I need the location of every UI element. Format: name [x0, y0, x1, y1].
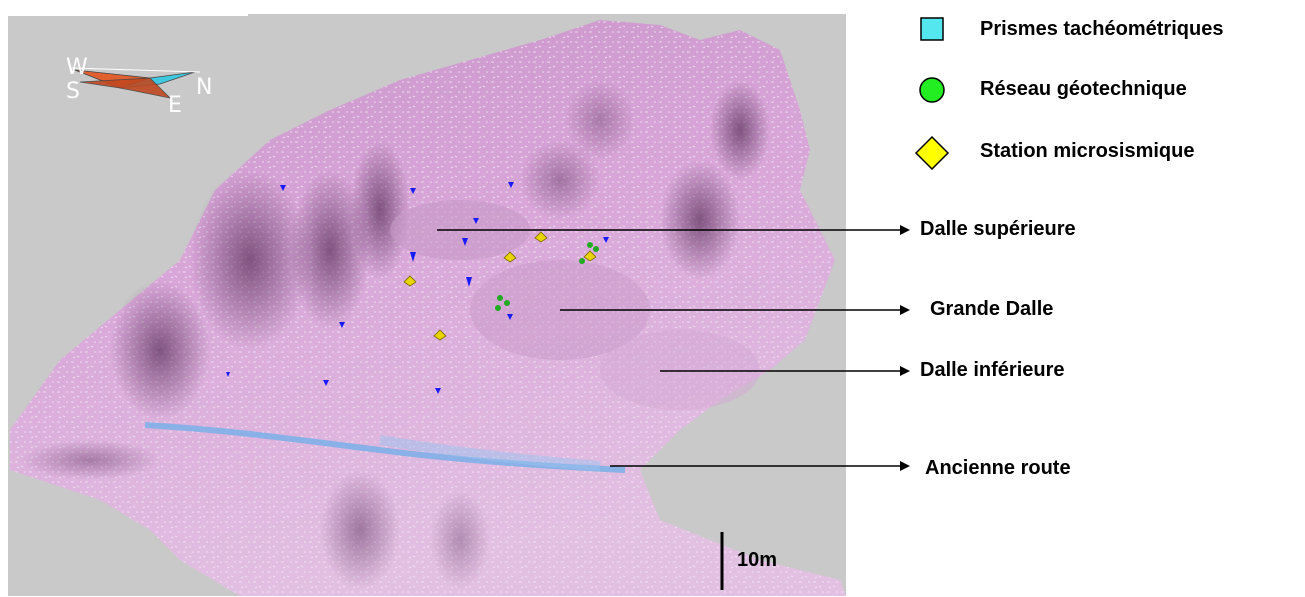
- legend-label-geotech: Réseau géotechnique: [980, 78, 1187, 100]
- prism-marker: [410, 252, 416, 262]
- geotech-marker: [579, 258, 585, 264]
- prism-marker: [280, 185, 286, 191]
- label-grande-dalle: Grande Dalle: [930, 298, 1054, 320]
- microseismic-marker: [403, 275, 417, 287]
- prism-marker: [435, 388, 441, 394]
- scale-bar-label: 10m: [737, 549, 778, 571]
- microseismic-markers: [403, 231, 597, 341]
- compass-n: N: [196, 75, 212, 100]
- microseismic-marker: [534, 231, 548, 243]
- terrain-shading: [20, 80, 770, 590]
- geotech-markers: [495, 242, 599, 311]
- prism-marker: [507, 314, 513, 320]
- compass: W S E N: [66, 55, 212, 118]
- legend-circle-icon: [919, 77, 945, 103]
- prism-marker: [410, 188, 416, 194]
- label-ancienne-route: Ancienne route: [925, 457, 1071, 479]
- microseismic-marker: [503, 251, 517, 263]
- legend-label-microseismic: Station microsismique: [980, 140, 1195, 162]
- prism-marker: [462, 238, 468, 246]
- geotech-marker: [495, 305, 501, 311]
- annotation-arrows: [437, 225, 910, 471]
- label-dalle-superieure: Dalle supérieure: [920, 218, 1076, 240]
- prism-marker: [323, 380, 329, 386]
- geotech-marker: [593, 246, 599, 252]
- prism-marker: [473, 218, 479, 224]
- prism-marker: [339, 322, 345, 328]
- geotech-marker: [587, 242, 593, 248]
- prism-marker: [226, 372, 230, 377]
- prism-marker: [508, 182, 514, 188]
- compass-w: W: [66, 55, 88, 80]
- geotech-marker: [497, 295, 503, 301]
- label-dalle-inferieure: Dalle inférieure: [920, 359, 1065, 381]
- legend-diamond-icon: [914, 135, 950, 171]
- legend-item-microseismic: Station microsismique: [980, 140, 1195, 163]
- dalle-inferieure-area: [600, 330, 760, 410]
- compass-s: S: [66, 79, 80, 104]
- prism-marker: [603, 237, 609, 243]
- legend-item-geotech: Réseau géotechnique: [980, 78, 1187, 101]
- geotech-marker: [504, 300, 510, 306]
- microseismic-marker: [583, 250, 597, 262]
- prism-markers: [226, 182, 609, 394]
- legend-square-icon: [920, 17, 944, 41]
- legend-label-prisms: Prismes tachéométriques: [980, 18, 1224, 40]
- legend-item-prisms: Prismes tachéométriques: [980, 18, 1223, 41]
- prism-marker: [466, 277, 472, 287]
- compass-e: E: [168, 93, 182, 118]
- microseismic-marker: [433, 329, 447, 341]
